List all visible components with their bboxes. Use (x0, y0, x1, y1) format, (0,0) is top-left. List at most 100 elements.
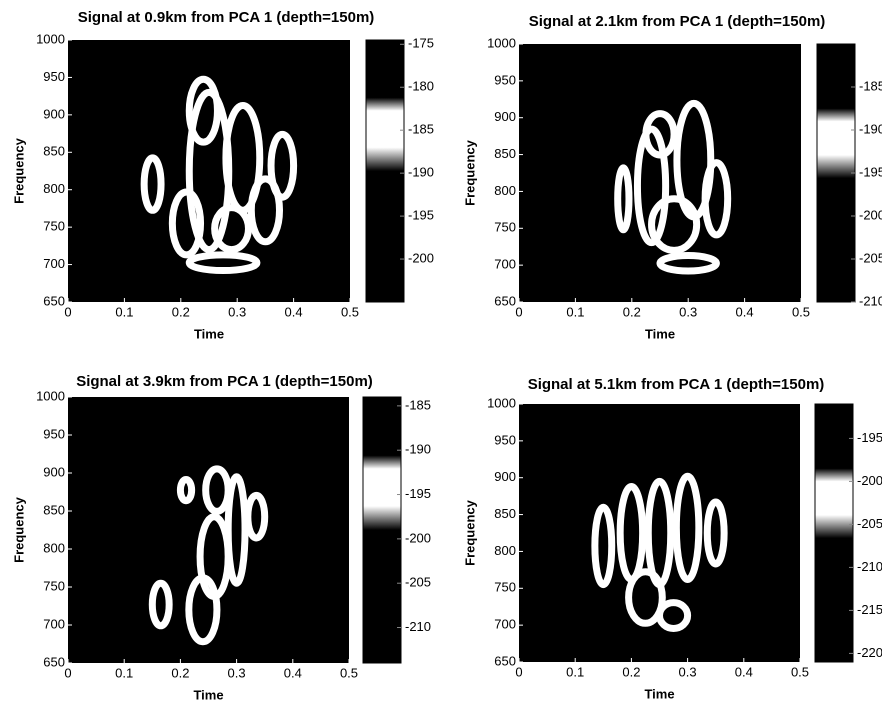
x-axis-label: Time (193, 687, 223, 702)
panel-title: Signal at 2.1km from PCA 1 (depth=150m) (529, 13, 826, 30)
y-axis-label: Frequency (11, 137, 26, 204)
x-axis-label: Time (194, 326, 224, 341)
y-tick-label: 850 (494, 146, 516, 161)
signal-blob (703, 498, 728, 568)
signal-blob (176, 475, 196, 505)
y-tick-label: 950 (494, 72, 516, 87)
colorbar-tick-label: -215 (857, 602, 882, 617)
x-tick-label: 0.4 (285, 304, 303, 319)
signal-blob (202, 465, 232, 515)
y-tick-label: 700 (494, 257, 516, 272)
signal-blob (244, 491, 269, 542)
signal-blob (168, 188, 205, 259)
colorbar-tick-label: -210 (405, 619, 431, 634)
panel-title: Signal at 0.9km from PCA 1 (depth=150m) (78, 9, 375, 26)
y-tick-label: 1000 (487, 35, 516, 50)
colorbar-tick-label: -195 (859, 164, 882, 179)
colorbar-tick-label: -200 (857, 473, 882, 488)
y-tick-label: 1000 (487, 395, 516, 410)
x-tick-label: 0.5 (340, 665, 358, 680)
colorbar (816, 43, 856, 303)
x-tick-label: 0.5 (341, 304, 359, 319)
colorbar-tick-label: -180 (408, 79, 434, 94)
colorbar-tick-label: -220 (857, 645, 882, 660)
signal-blob (625, 568, 666, 627)
colorbar-tick-label: -190 (405, 442, 431, 457)
signal-blob (148, 579, 173, 630)
x-tick-label: 0.1 (115, 304, 133, 319)
colorbar-tick-label: -200 (405, 530, 431, 545)
y-tick-label: 650 (43, 654, 65, 669)
x-tick-label: 0.5 (791, 664, 809, 679)
signal-blob (672, 472, 703, 583)
colorbar-tick-label: -195 (405, 486, 431, 501)
x-tick-label: 0.2 (622, 664, 640, 679)
x-tick-label: 0.2 (172, 304, 190, 319)
x-tick-label: 0.3 (228, 304, 246, 319)
x-tick-label: 0.4 (736, 304, 754, 319)
y-tick-label: 800 (43, 540, 65, 555)
colorbar-tick-label: -200 (408, 250, 434, 265)
signal-blob (591, 503, 616, 589)
signal-blob (614, 164, 633, 234)
y-tick-label: 900 (43, 106, 65, 121)
x-tick-label: 0 (515, 304, 522, 319)
x-tick-label: 0.2 (171, 665, 189, 680)
x-axis-label: Time (644, 686, 674, 701)
y-tick-label: 800 (494, 183, 516, 198)
y-tick-label: 650 (494, 293, 516, 308)
y-tick-label: 700 (43, 256, 65, 271)
colorbar-tick-label: -175 (408, 36, 434, 51)
signal-blob (656, 599, 692, 632)
y-tick-label: 700 (43, 616, 65, 631)
y-tick-label: 800 (43, 181, 65, 196)
signal-blob (633, 125, 670, 247)
y-tick-label: 950 (43, 69, 65, 84)
signal-blob (648, 195, 701, 254)
x-tick-label: 0 (515, 664, 522, 679)
signal-blob (224, 473, 249, 587)
y-tick-label: 900 (43, 464, 65, 479)
signal-blob (642, 110, 678, 159)
y-tick-label: 1000 (36, 31, 65, 46)
y-axis-label: Frequency (462, 139, 477, 206)
x-tick-label: 0.4 (735, 664, 753, 679)
signal-blob (185, 574, 221, 646)
x-tick-label: 0.3 (679, 664, 697, 679)
colorbar (814, 403, 854, 663)
signal-blob (140, 154, 165, 214)
colorbar-tick-label: -205 (405, 575, 431, 590)
x-tick-label: 0.1 (115, 665, 133, 680)
colorbar-tick-label: -210 (857, 559, 882, 574)
y-tick-label: 800 (494, 543, 516, 558)
y-tick-label: 650 (494, 653, 516, 668)
x-tick-label: 0.3 (679, 304, 697, 319)
y-tick-label: 750 (494, 220, 516, 235)
colorbar-tick-label: -195 (408, 208, 434, 223)
y-tick-label: 900 (494, 109, 516, 124)
signal-blob (185, 75, 221, 146)
x-tick-label: 0.3 (228, 665, 246, 680)
colorbar-tick-label: -200 (859, 207, 882, 222)
y-tick-label: 1000 (36, 388, 65, 403)
y-tick-label: 850 (494, 506, 516, 521)
signal-blob (656, 252, 720, 275)
colorbar (365, 39, 405, 303)
colorbar-tick-label: -205 (857, 516, 882, 531)
colorbar-tick-label: -205 (859, 250, 882, 265)
y-tick-label: 900 (494, 469, 516, 484)
x-tick-label: 0.1 (566, 664, 584, 679)
signal-blob (247, 175, 283, 246)
colorbar-tick-label: -185 (859, 78, 882, 93)
panel-title: Signal at 3.9km from PCA 1 (depth=150m) (76, 373, 373, 390)
y-tick-label: 750 (43, 219, 65, 234)
x-tick-label: 0 (64, 665, 71, 680)
y-tick-label: 750 (43, 578, 65, 593)
spectrogram-image (68, 397, 349, 663)
x-tick-label: 0 (64, 304, 71, 319)
y-tick-label: 950 (494, 432, 516, 447)
signal-blob (185, 251, 261, 275)
colorbar-tick-label: -190 (408, 165, 434, 180)
x-tick-label: 0.5 (792, 304, 810, 319)
